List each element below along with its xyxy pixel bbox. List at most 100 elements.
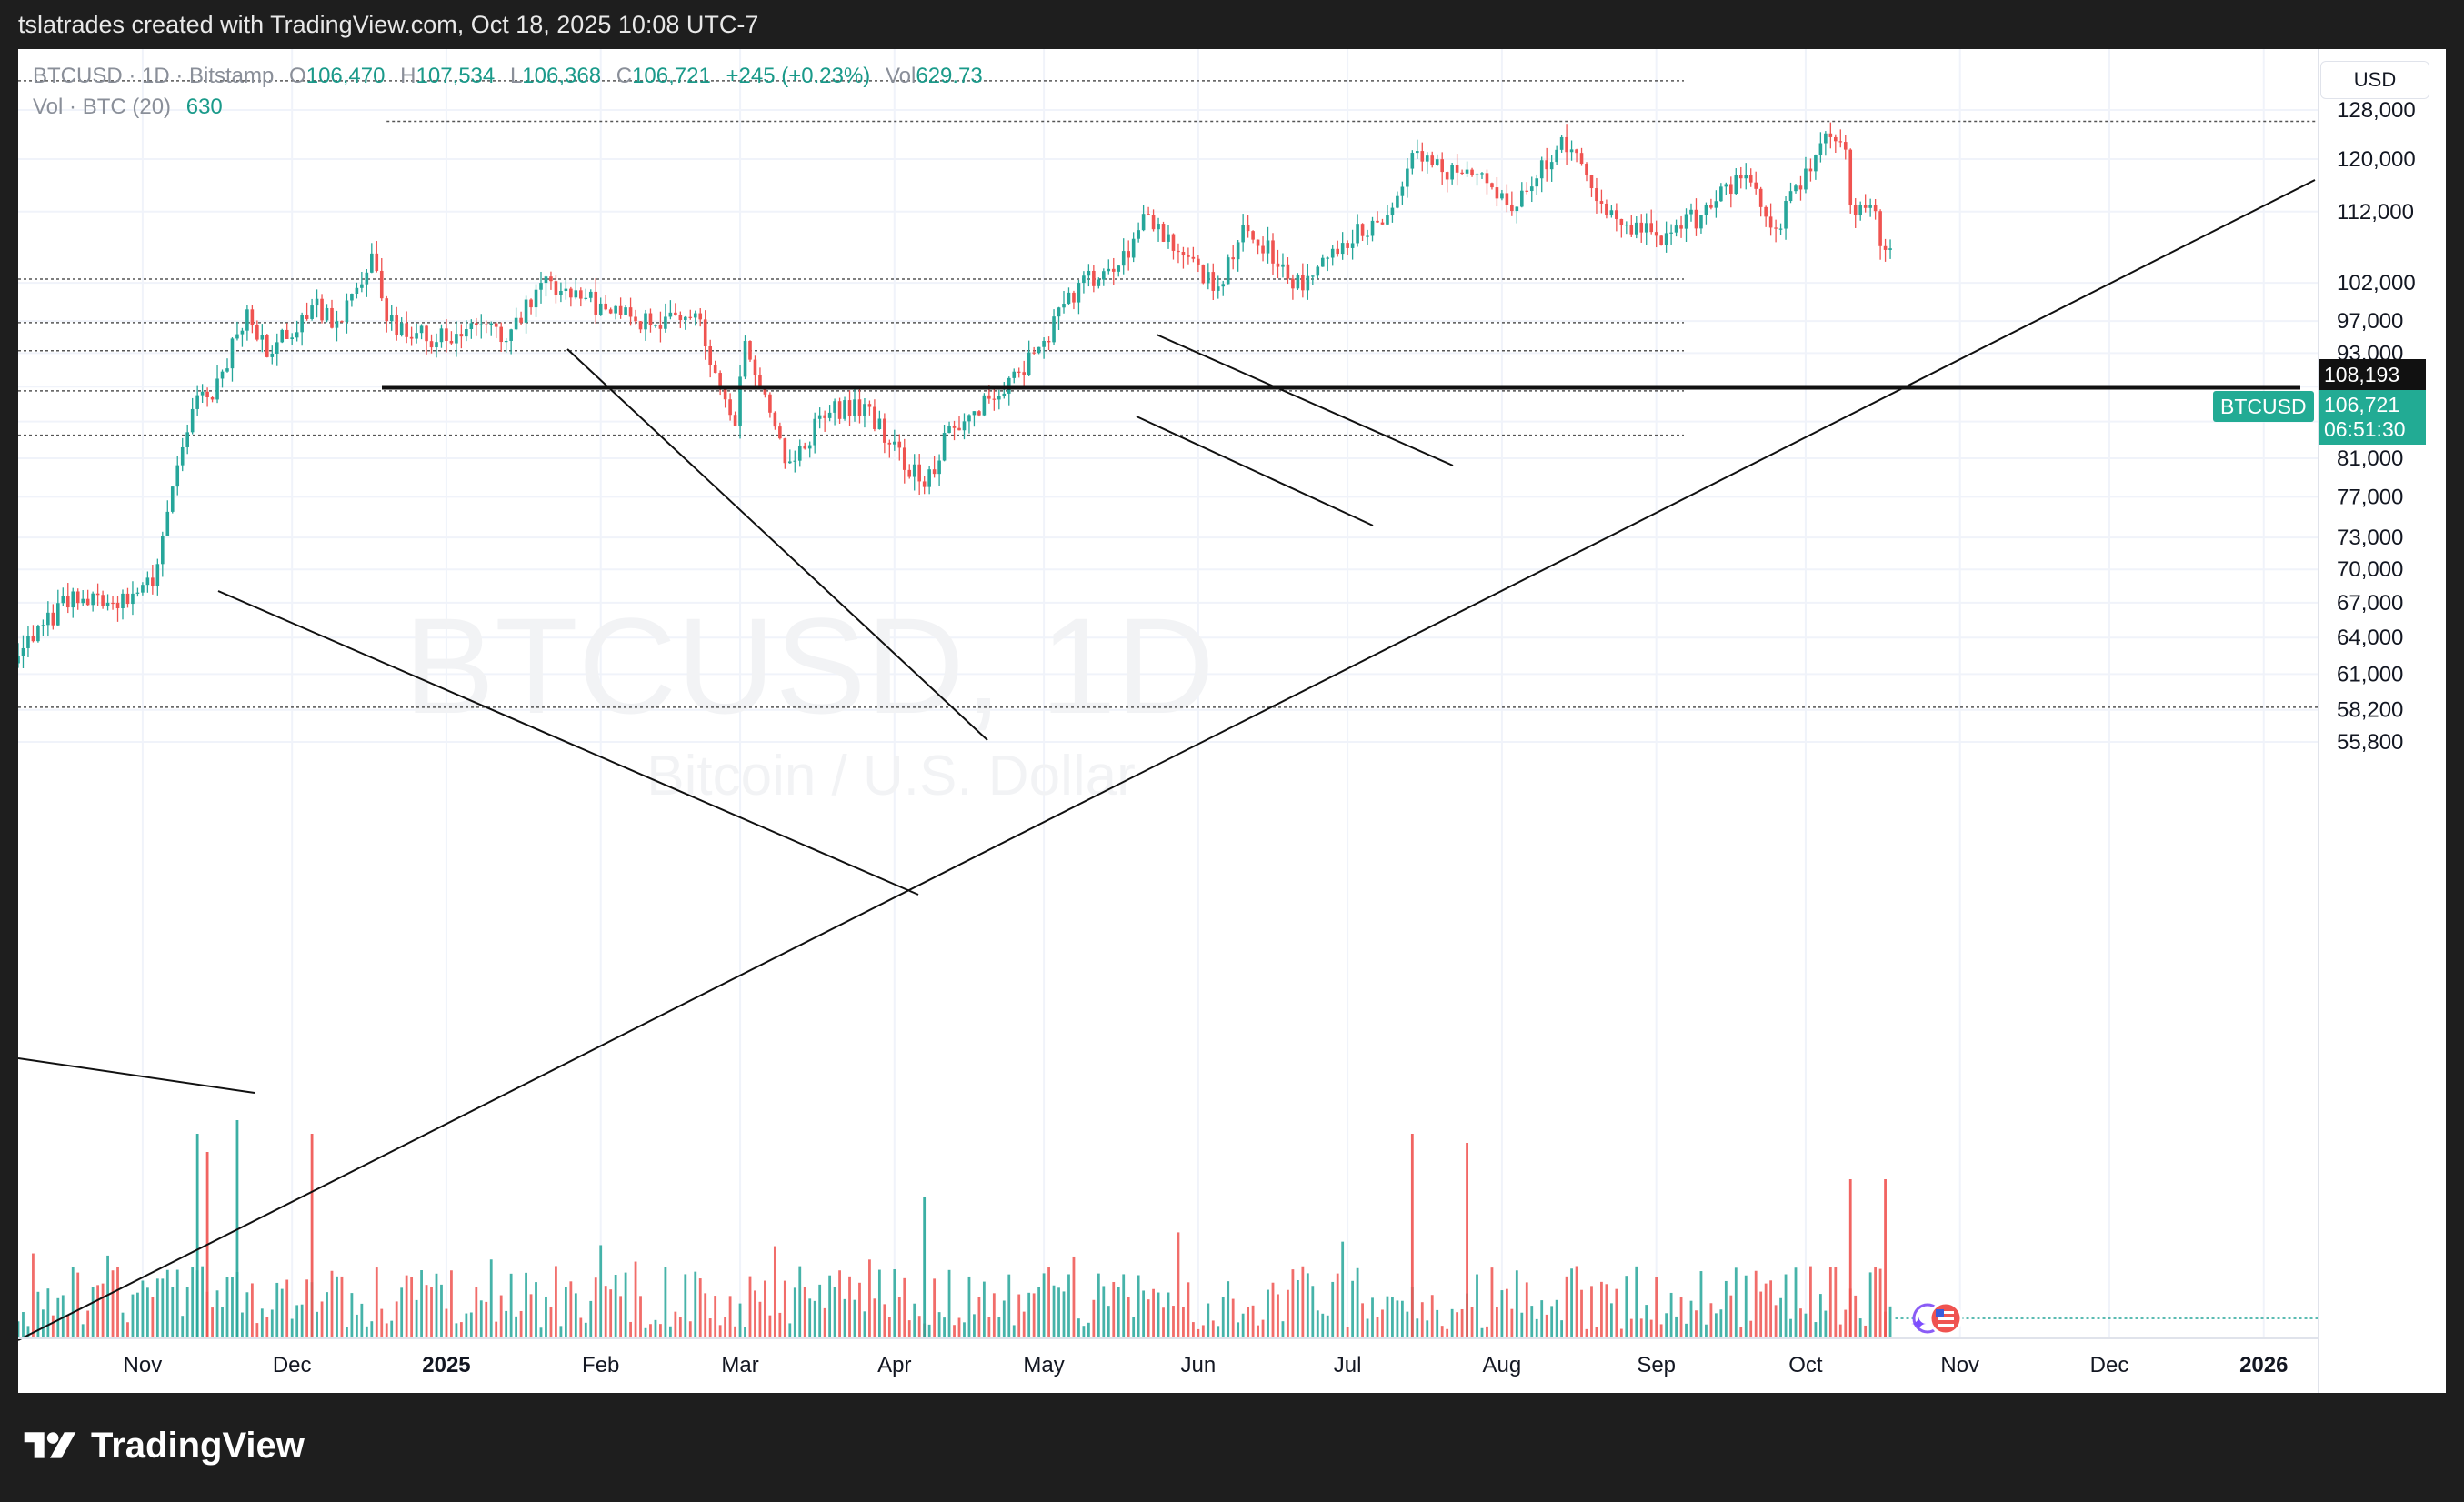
ohlc-legend[interactable]: BTCUSD · 1D · Bitstamp O106,470 H107,534… xyxy=(33,64,983,89)
volume-bar xyxy=(295,1305,299,1338)
volume-bar xyxy=(1580,1289,1583,1338)
volume-bar xyxy=(435,1273,438,1338)
candle-body xyxy=(1137,230,1140,239)
tradingview-logo-icon xyxy=(24,1431,76,1458)
candle-body xyxy=(514,317,518,330)
candle-body xyxy=(1674,225,1678,233)
candle-body xyxy=(827,412,832,418)
candle-body xyxy=(75,591,80,604)
candle-body xyxy=(1400,186,1405,196)
indicator-icons[interactable]: ✦ xyxy=(1910,1301,1963,1336)
volume-bar xyxy=(877,1269,881,1338)
volume-bar xyxy=(66,1315,70,1338)
price-tick-label: 70,000 xyxy=(2337,557,2403,582)
volume-bar xyxy=(1864,1325,1868,1338)
candle-body xyxy=(1729,184,1733,195)
candle-body xyxy=(1679,225,1683,229)
candle-body xyxy=(1615,210,1618,219)
time-axis[interactable]: Nov Dec 2025 Feb Mar Apr May Jun Jul Aug Sep Oct Nov… xyxy=(124,1353,2289,1377)
volume-bar xyxy=(1854,1295,1858,1338)
candle-body xyxy=(365,272,369,285)
volume-bar xyxy=(1460,1308,1464,1338)
volume-bar xyxy=(519,1310,523,1338)
candle-body xyxy=(1082,275,1086,284)
candle-body xyxy=(41,625,45,626)
volume-bar xyxy=(977,1297,981,1338)
candle-body xyxy=(1539,160,1544,179)
volume-bar xyxy=(1227,1281,1230,1338)
legend-high-label: H xyxy=(400,64,416,88)
volume-bar xyxy=(1187,1282,1190,1338)
grid xyxy=(18,49,2319,1338)
volume-bar xyxy=(1645,1305,1648,1338)
time-tick-label: Aug xyxy=(1483,1353,1522,1377)
price-tick-label: 58,200 xyxy=(2337,698,2403,723)
candle-body xyxy=(753,359,757,376)
candle-body xyxy=(803,446,807,449)
candle-body xyxy=(833,401,836,413)
volume-bar xyxy=(495,1321,498,1338)
volume-bar xyxy=(499,1295,503,1338)
candle-body xyxy=(539,283,543,290)
volume-bar xyxy=(1271,1282,1275,1338)
volume-bar xyxy=(758,1301,762,1338)
volume-bar xyxy=(1844,1309,1848,1338)
candle-body xyxy=(1356,224,1359,244)
candle-body xyxy=(857,399,862,416)
tradingview-logo[interactable]: TradingView xyxy=(18,1426,305,1467)
candle-body xyxy=(1838,141,1843,143)
volume-bar xyxy=(181,1316,185,1338)
currency-button[interactable]: USD xyxy=(2320,61,2429,99)
chart-canvas[interactable]: BTCUSD, 1D Bitcoin / U.S. Dollar 128,000… xyxy=(18,49,2446,1393)
volume-indicator-value: 630 xyxy=(185,95,223,119)
candle-body xyxy=(1241,225,1245,243)
candle-body xyxy=(783,438,787,464)
candle-body xyxy=(1256,239,1260,246)
volume-bar xyxy=(131,1294,135,1338)
volume-bar xyxy=(32,1253,35,1338)
legend-symbol[interactable]: BTCUSD · 1D · Bitstamp xyxy=(33,64,275,88)
volume-bar xyxy=(489,1259,493,1338)
volume-bar xyxy=(933,1278,937,1338)
candle-body xyxy=(1794,185,1798,192)
volume-bar xyxy=(1366,1318,1369,1338)
volume-bar xyxy=(1535,1318,1538,1338)
volume-bar xyxy=(76,1272,80,1338)
volume-bar xyxy=(380,1308,384,1338)
candle-body xyxy=(475,323,478,325)
volume-bar xyxy=(1799,1308,1802,1338)
volume-bar xyxy=(455,1323,458,1338)
volume-bar xyxy=(1062,1291,1066,1338)
candle-body xyxy=(220,371,225,379)
volume-bar xyxy=(754,1290,756,1338)
candle-body xyxy=(608,309,613,314)
volume-bar xyxy=(1446,1328,1449,1338)
volume-bar xyxy=(1047,1267,1050,1338)
candle-body xyxy=(658,325,663,329)
volume-indicator-name[interactable]: Vol · BTC (20) xyxy=(33,95,172,119)
volume-bar xyxy=(1540,1300,1544,1338)
volume-bar xyxy=(121,1312,125,1338)
volume-bar xyxy=(171,1287,175,1338)
volume-bar xyxy=(151,1297,155,1338)
candle-body xyxy=(579,290,583,299)
volume-bar xyxy=(1818,1294,1822,1338)
volume-bar xyxy=(86,1310,90,1338)
time-tick-label: Dec xyxy=(273,1353,312,1377)
candle-body xyxy=(1644,223,1648,233)
volume-legend[interactable]: Vol · BTC (20) 630 xyxy=(33,95,223,120)
candle-body xyxy=(1585,164,1588,175)
candle-body xyxy=(664,316,667,329)
candle-body xyxy=(937,460,941,475)
candle-body xyxy=(1226,257,1230,285)
volume-bar xyxy=(290,1318,294,1338)
time-tick-label: Nov xyxy=(124,1353,163,1377)
trendlines[interactable] xyxy=(18,179,2316,1341)
candle-body xyxy=(389,315,394,322)
candle-body xyxy=(1445,172,1449,180)
volume-bar xyxy=(1456,1312,1459,1338)
candle-body xyxy=(425,325,428,342)
chart-panel[interactable]: BTCUSD, 1D Bitcoin / U.S. Dollar 128,000… xyxy=(18,49,2446,1393)
candle-body xyxy=(1087,270,1091,276)
volume-bar xyxy=(1032,1293,1036,1338)
